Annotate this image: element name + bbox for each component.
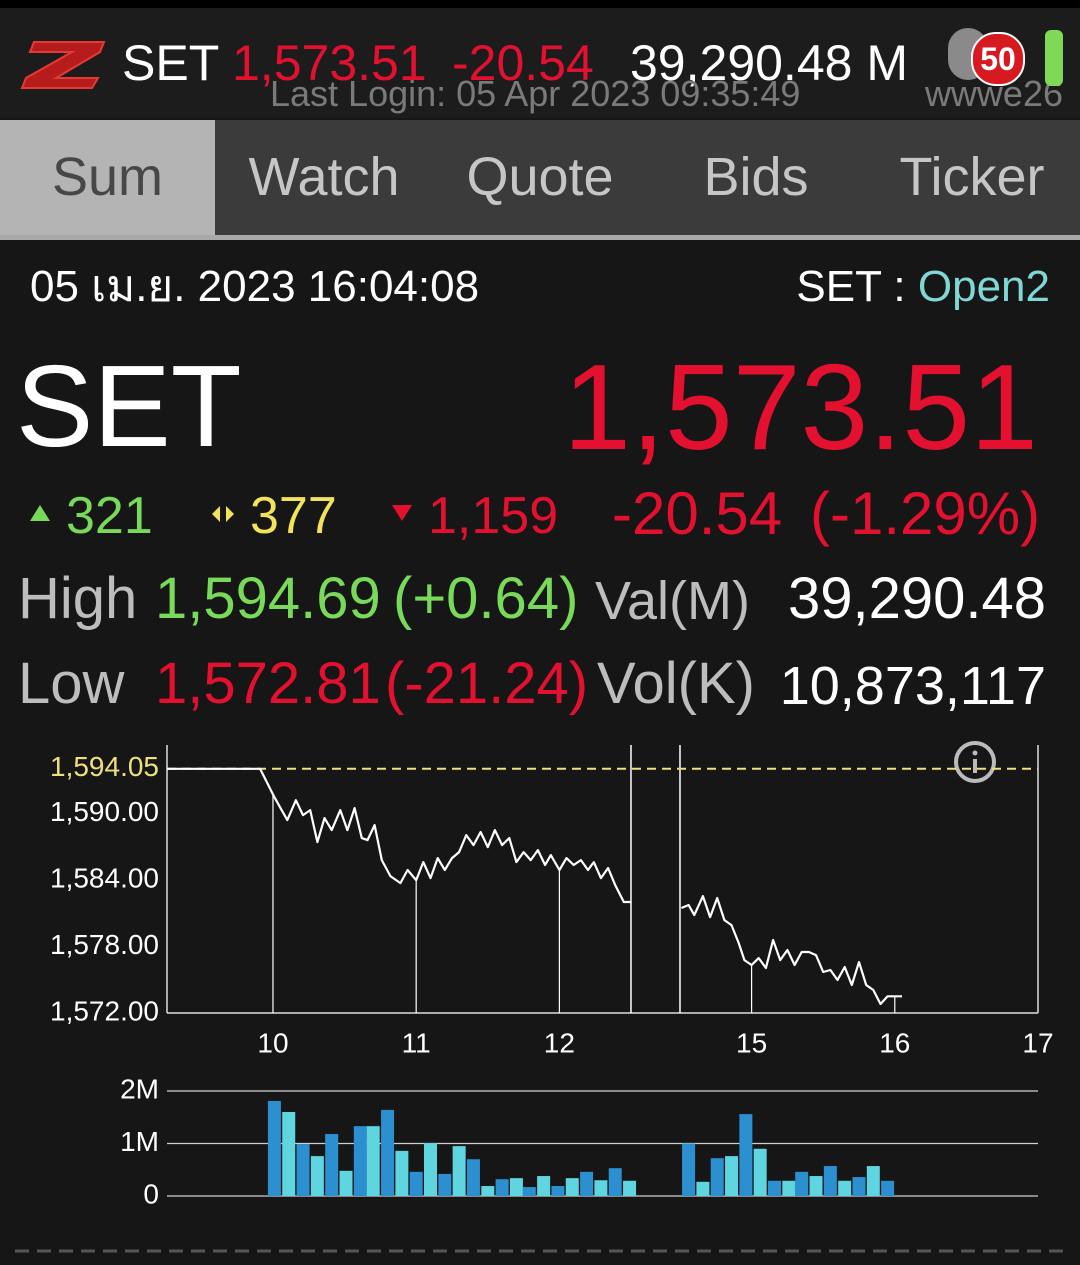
- index-symbol: SET: [16, 341, 242, 471]
- x-tick-label: 11: [402, 1027, 431, 1058]
- high-label: High: [18, 566, 138, 631]
- volume-bar: [452, 1146, 466, 1196]
- down-arrow: [392, 505, 412, 521]
- volume-bar: [537, 1176, 551, 1196]
- y-tick-label: 1,584.00: [50, 862, 159, 893]
- volume-bar: [395, 1150, 409, 1196]
- volume-bar: [881, 1180, 895, 1196]
- market-status: SET : Open2: [796, 265, 1050, 309]
- header-last: 1,573.51: [232, 35, 427, 91]
- volume-label: Vol(K): [597, 651, 755, 716]
- battery: [1045, 30, 1063, 86]
- declines: 1,159: [428, 487, 559, 545]
- volume-bar: [466, 1159, 480, 1196]
- advances: 321: [66, 487, 153, 545]
- last-login: Last Login: 05 Apr 2023 09:35:49: [270, 73, 801, 114]
- up-arrow: [30, 505, 50, 521]
- volume-bar: [366, 1126, 380, 1196]
- volume-bar: [809, 1176, 823, 1196]
- volume-bar: [409, 1171, 423, 1196]
- volume-bar: [353, 1126, 367, 1196]
- volume-bar: [594, 1180, 608, 1196]
- index-percent-change: (-1.29%): [810, 480, 1041, 547]
- x-tick-label: 12: [544, 1027, 575, 1058]
- volume-bar: [768, 1180, 782, 1196]
- volume-bar: [509, 1178, 523, 1196]
- volume-bar: [495, 1179, 509, 1196]
- volume-bar: [381, 1109, 395, 1196]
- volume-bar: [838, 1180, 852, 1196]
- reference-label: 1,594.05: [50, 751, 159, 782]
- volume-bar: [852, 1177, 866, 1196]
- value-label: Val(M): [595, 571, 750, 631]
- volume-bar: [551, 1186, 565, 1196]
- volume-bar: [866, 1166, 880, 1196]
- volume-bar: [339, 1170, 353, 1196]
- y-tick-label: 0: [143, 1178, 159, 1209]
- unchanged: 377: [250, 487, 337, 545]
- high-change: (+0.64): [393, 566, 579, 631]
- x-tick-label: 10: [257, 1027, 288, 1058]
- trade-volume: 10,873,117: [779, 656, 1046, 716]
- datetime: 05 เม.ย. 2023 16:04:08: [30, 262, 480, 311]
- index-last: 1,573.51: [563, 339, 1038, 475]
- x-tick-label: 17: [1022, 1027, 1053, 1058]
- header-change: -20.54: [452, 35, 594, 91]
- volume-bar: [580, 1171, 594, 1196]
- volume-bar: [823, 1166, 837, 1196]
- volume-bar: [423, 1142, 437, 1196]
- volume-bar: [325, 1134, 339, 1196]
- volume-bar: [522, 1187, 536, 1196]
- volume-bar: [710, 1158, 724, 1196]
- volume-bar: [310, 1156, 324, 1196]
- header-value: 39,290.48 M: [630, 35, 908, 91]
- x-tick-label: 15: [736, 1027, 767, 1058]
- volume-bar: [267, 1100, 281, 1196]
- logo: [20, 41, 106, 89]
- tab[interactable]: Watch: [248, 147, 400, 207]
- volume-bar: [438, 1173, 452, 1196]
- price-line: [167, 767, 902, 1006]
- y-tick-label: 1,590.00: [50, 796, 159, 827]
- volume-bar: [608, 1168, 622, 1196]
- volume-bar: [725, 1156, 739, 1196]
- volume-bar: [623, 1180, 637, 1196]
- notification-badge[interactable]: 50: [971, 32, 1025, 86]
- trade-value: 39,290.48: [787, 566, 1046, 631]
- volume-bar: [782, 1180, 796, 1196]
- volume-bar: [739, 1114, 753, 1196]
- y-tick-label: 2M: [120, 1073, 159, 1104]
- volume-bar: [682, 1143, 696, 1196]
- volume-bar: [696, 1181, 710, 1196]
- unchanged-icon: [212, 506, 234, 522]
- header-symbol: SET: [122, 35, 220, 91]
- x-tick-label: 16: [879, 1027, 910, 1058]
- volume-bar: [565, 1178, 579, 1196]
- volume-bar: [795, 1171, 809, 1196]
- low-label: Low: [18, 651, 125, 716]
- status-bar: SET 1,573.51 -20.54 39,290.48 M Last Log…: [0, 0, 1080, 118]
- y-tick-label: 1,572.00: [50, 995, 159, 1026]
- index-change: -20.54: [612, 480, 783, 547]
- y-tick-label: 1M: [120, 1126, 159, 1157]
- market-label: SET :: [796, 262, 906, 311]
- tab[interactable]: Bids: [703, 147, 809, 207]
- volume-bar: [296, 1144, 310, 1196]
- volume-bar: [481, 1186, 495, 1196]
- info-icon[interactable]: [954, 741, 996, 783]
- y-tick-label: 1,578.00: [50, 929, 159, 960]
- market-session: Open2: [917, 262, 1050, 311]
- low-value: 1,572.81: [155, 651, 381, 716]
- tab-bar: Sum Watch Quote Bids Ticker: [0, 120, 1080, 240]
- low-change: (-21.24): [385, 651, 589, 716]
- volume-bar: [282, 1112, 296, 1196]
- tab[interactable]: Ticker: [899, 147, 1045, 207]
- tab[interactable]: Sum: [0, 120, 215, 235]
- tab[interactable]: Quote: [466, 147, 614, 207]
- volume-bar: [753, 1148, 767, 1196]
- high-value: 1,594.69: [155, 566, 381, 631]
